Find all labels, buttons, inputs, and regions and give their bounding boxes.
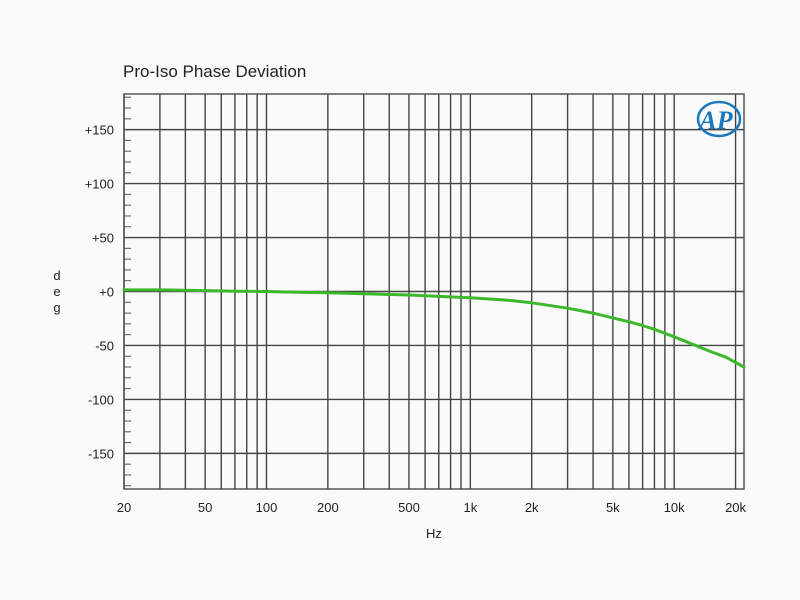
- major-grid: [124, 128, 744, 455]
- x-tick-label: 100: [256, 500, 278, 515]
- x-tick-label: 200: [317, 500, 339, 515]
- y-tick-label: -100: [88, 392, 114, 407]
- x-tick-label: 50: [198, 500, 212, 515]
- y-tick-label: +150: [85, 123, 114, 138]
- x-tick-label: 20k: [725, 500, 746, 515]
- y-tick-label: +100: [85, 177, 114, 192]
- ap-logo-ring: [696, 100, 742, 138]
- y-tick-label: +0: [99, 285, 114, 300]
- series-layer: [122, 288, 746, 369]
- ap-logo: AP: [696, 100, 742, 138]
- y-tick-labels: +150 +100 +50 +0 -50 -100 -150: [85, 123, 114, 462]
- chart-title: Pro-Iso Phase Deviation: [123, 62, 306, 81]
- y-tick-label: -150: [88, 446, 114, 461]
- x-tick-label: 1k: [463, 500, 477, 515]
- plot-frame: [123, 93, 745, 490]
- x-tick-label: 5k: [606, 500, 620, 515]
- ap-logo-text: AP: [697, 106, 733, 135]
- x-axis-label: Hz: [426, 526, 442, 541]
- x-tick-label: 20: [117, 500, 131, 515]
- y-tick-label: -50: [95, 338, 114, 353]
- x-tick-label: 500: [398, 500, 420, 515]
- x-tick-label: 2k: [525, 500, 539, 515]
- x-tick-labels: 20 50 100 200 500 1k 2k 5k 10k 20k: [117, 500, 747, 515]
- y-tick-label: +50: [92, 231, 114, 246]
- phase-series-line: [122, 288, 746, 369]
- x-tick-label: 10k: [664, 500, 685, 515]
- y-minor-tick-marks: [124, 96, 131, 487]
